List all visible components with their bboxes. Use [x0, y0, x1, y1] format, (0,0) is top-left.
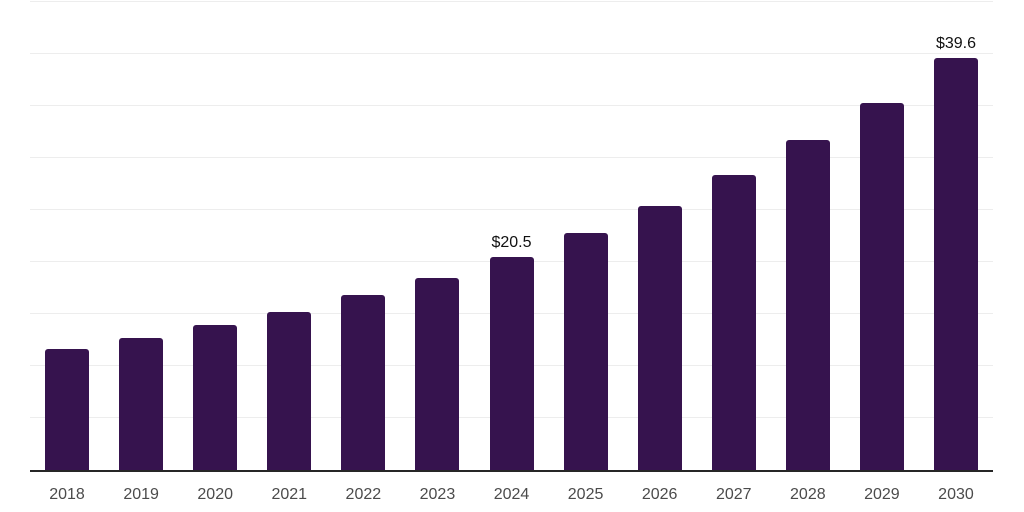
bar-slot-2026 [623, 2, 697, 470]
bar-slot-2020 [178, 2, 252, 470]
x-axis-tick-labels: 2018 2019 2020 2021 2022 2023 2024 2025 2026 2027… [30, 486, 993, 504]
bar-2026 [637, 205, 682, 470]
x-tick-label-2019: 2019 [123, 486, 159, 503]
bar-2028 [785, 140, 830, 470]
bar-value-label-2030: $39.6 [935, 35, 976, 53]
bar-slot-2023 [400, 2, 474, 470]
x-tick-label-2029: 2029 [864, 486, 900, 503]
bar-2021 [267, 311, 312, 470]
x-tick-label-2022: 2022 [345, 486, 382, 503]
x-tick-label-2028: 2028 [790, 486, 826, 503]
bar-slot-2021 [252, 2, 326, 470]
x-tick-label-2023: 2023 [419, 486, 456, 503]
bar-slot-2022 [326, 2, 400, 470]
x-tick-label-2020: 2020 [197, 486, 233, 503]
bar-2024 [489, 256, 534, 470]
bars-container: $20.5 $39.6 [30, 2, 993, 470]
bar-slot-2024: $20.5 [474, 2, 548, 470]
gridline [30, 157, 993, 159]
x-tick-label-2025: 2025 [567, 486, 604, 503]
bar-2029 [859, 102, 904, 470]
bar-slot-2025 [549, 2, 623, 470]
bar-slot-2027 [697, 2, 771, 470]
bar-2018 [45, 349, 90, 470]
bar-2025 [563, 232, 608, 470]
plot-area: $20.5 $39.6 [30, 1, 993, 472]
gridline [30, 209, 993, 210]
bar-2020 [193, 325, 238, 470]
gridline [30, 105, 993, 106]
bar-slot-2028 [771, 2, 845, 470]
bar-slot-2018 [30, 2, 104, 470]
bar-slot-2029 [845, 2, 919, 470]
bar-slot-2030: $39.6 [919, 2, 993, 470]
bar-2019 [119, 337, 164, 470]
x-tick-label-2027: 2027 [715, 486, 752, 503]
bar-2022 [341, 295, 386, 470]
x-tick-label-2021: 2021 [271, 486, 308, 503]
bar-2027 [711, 174, 756, 470]
bar-slot-2019 [104, 2, 178, 470]
x-tick-label-2018: 2018 [49, 486, 85, 503]
x-tick-label-2024: 2024 [493, 486, 530, 503]
bar-2030 [933, 58, 978, 470]
x-tick-label-2030: 2030 [938, 486, 974, 503]
x-tick-label-2026: 2026 [641, 486, 678, 503]
bar-value-label-2024: $20.5 [491, 233, 532, 251]
gridline [30, 53, 993, 54]
gridline [30, 1, 993, 2]
bar-2023 [415, 277, 460, 470]
